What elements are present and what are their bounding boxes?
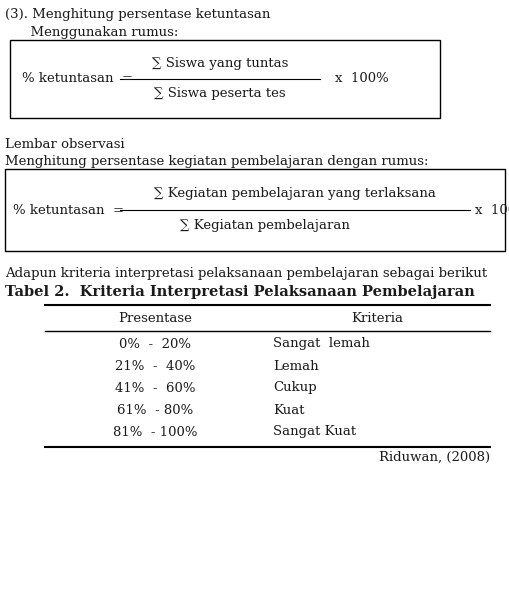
Text: Lemah: Lemah: [272, 359, 318, 373]
Bar: [5, 169, 504, 251]
Text: Presentase: Presentase: [118, 312, 191, 326]
Text: Lembar observasi: Lembar observasi: [5, 138, 124, 151]
Text: % ketuntasan  =: % ketuntasan =: [22, 73, 133, 85]
Text: Tabel 2.  Kriteria Interpretasi Pelaksanaan Pembelajaran: Tabel 2. Kriteria Interpretasi Pelaksana…: [5, 285, 474, 299]
Text: Cukup: Cukup: [272, 381, 316, 395]
Text: Kriteria: Kriteria: [351, 312, 403, 326]
Text: 41%  -  60%: 41% - 60%: [115, 381, 195, 395]
Text: Sangat Kuat: Sangat Kuat: [272, 426, 355, 439]
Bar: [10, 40, 439, 118]
Text: Adapun kriteria interpretasi pelaksanaan pembelajaran sebagai berikut: Adapun kriteria interpretasi pelaksanaan…: [5, 267, 486, 280]
Text: ∑ Siswa yang tuntas: ∑ Siswa yang tuntas: [152, 57, 288, 71]
Text: 81%  - 100%: 81% - 100%: [112, 426, 197, 439]
Text: 61%  - 80%: 61% - 80%: [117, 403, 193, 417]
Text: ∑ Kegiatan pembelajaran: ∑ Kegiatan pembelajaran: [180, 220, 349, 232]
Text: 0%  -  20%: 0% - 20%: [119, 337, 191, 351]
Text: Riduwan, (2008): Riduwan, (2008): [378, 451, 489, 464]
Text: % ketuntasan  =: % ketuntasan =: [13, 204, 124, 217]
Text: x  100%: x 100%: [474, 204, 509, 217]
Text: ∑ Kegiatan pembelajaran yang terlaksana: ∑ Kegiatan pembelajaran yang terlaksana: [154, 187, 435, 201]
Text: ∑ Siswa peserta tes: ∑ Siswa peserta tes: [154, 87, 285, 101]
Text: 21%  -  40%: 21% - 40%: [115, 359, 195, 373]
Text: Kuat: Kuat: [272, 403, 304, 417]
Text: Menghitung persentase kegiatan pembelajaran dengan rumus:: Menghitung persentase kegiatan pembelaja…: [5, 155, 428, 168]
Text: x  100%: x 100%: [334, 73, 388, 85]
Text: (3). Menghitung persentase ketuntasan: (3). Menghitung persentase ketuntasan: [5, 8, 270, 21]
Text: Sangat  lemah: Sangat lemah: [272, 337, 369, 351]
Text: Menggunakan rumus:: Menggunakan rumus:: [5, 26, 178, 39]
